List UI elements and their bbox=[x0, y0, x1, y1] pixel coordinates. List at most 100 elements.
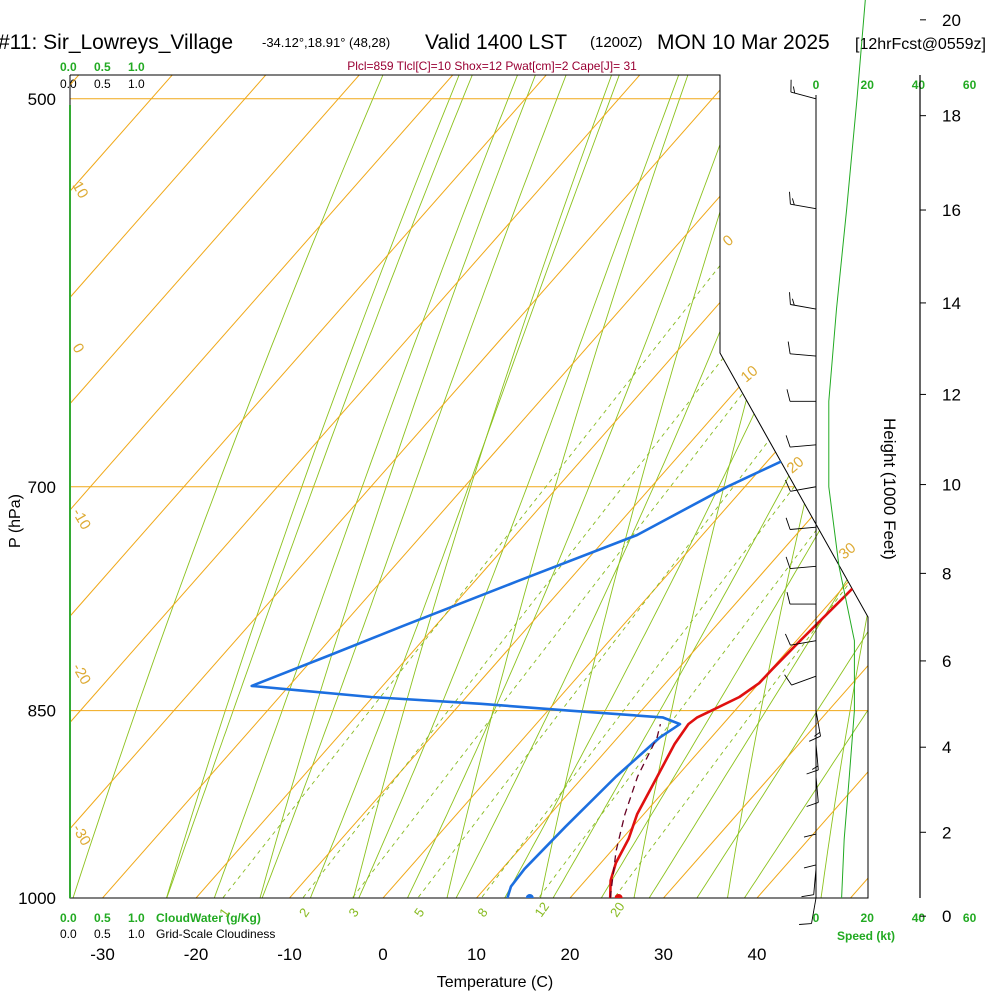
cloudwater-scale-1: 0.5 bbox=[94, 911, 111, 925]
temperature-tick-label: 10 bbox=[467, 945, 486, 964]
isotherm bbox=[70, 75, 868, 898]
isotherm-label: -10 bbox=[69, 506, 95, 533]
dry-adiabat bbox=[149, 75, 832, 898]
pressure-axis-label: P (hPa) bbox=[7, 494, 24, 548]
station-title: #11: Sir_Lowreys_Village bbox=[0, 31, 233, 54]
height-tick-label: 12 bbox=[942, 385, 961, 404]
cloudiness-label: Grid-Scale Cloudiness bbox=[156, 927, 275, 941]
temperature-tick-label: 20 bbox=[561, 945, 580, 964]
dry-adiabat bbox=[244, 75, 868, 898]
mixing-ratio-label: 20 bbox=[607, 899, 628, 919]
surface-temperature-marker bbox=[614, 894, 623, 898]
forecast-run: [12hrFcst@0559z] bbox=[855, 36, 986, 53]
moist-adiabat bbox=[333, 75, 868, 898]
pressure-tick-label: 1000 bbox=[18, 889, 56, 908]
wind-barb bbox=[799, 897, 817, 925]
cloudiness-scale-top-1: 0.5 bbox=[94, 77, 111, 91]
wind-barb bbox=[803, 838, 817, 869]
cloudiness-scale-top-0: 0.0 bbox=[60, 77, 77, 91]
wind-barb bbox=[785, 517, 817, 530]
wind-barb bbox=[784, 479, 817, 492]
isotherm bbox=[70, 75, 868, 898]
moist-adiabat bbox=[613, 75, 868, 898]
height-tick-label: 20 bbox=[942, 11, 961, 30]
cloudiness-scale-1: 0.5 bbox=[94, 927, 111, 941]
stability-params: Plcl=859 Tlcl[C]=10 Shox=12 Pwat[cm]=2 C… bbox=[347, 59, 637, 73]
temperature-tick-label: -20 bbox=[184, 945, 209, 964]
temperature-tick-label: -10 bbox=[277, 945, 302, 964]
height-tick-label: 8 bbox=[942, 564, 951, 583]
wind-barb bbox=[789, 191, 817, 210]
height-tick-label: 6 bbox=[942, 652, 951, 671]
cloudiness-scale-top-2: 1.0 bbox=[128, 77, 145, 91]
wind-barb bbox=[801, 868, 817, 898]
speed-tick-bottom: 40 bbox=[912, 911, 926, 925]
temperature-tick-label: 40 bbox=[748, 945, 767, 964]
wind-barb bbox=[790, 79, 817, 100]
isotherm bbox=[70, 75, 803, 898]
utc-time: (1200Z) bbox=[590, 34, 643, 51]
isotherm bbox=[146, 75, 868, 898]
dry-adiabat bbox=[70, 75, 770, 898]
temperature-line bbox=[608, 75, 868, 898]
wind-barb bbox=[809, 710, 821, 742]
mixing-ratio-label: 3 bbox=[345, 905, 361, 920]
temperature-tick-label: 30 bbox=[654, 945, 673, 964]
isotherm bbox=[333, 75, 868, 898]
mixing-ratio-line bbox=[178, 75, 868, 898]
isotherm bbox=[70, 75, 868, 898]
speed-tick-top: 20 bbox=[861, 78, 875, 92]
mixing-ratio-label: 8 bbox=[474, 905, 490, 920]
surface-dewpoint-marker bbox=[525, 894, 534, 898]
station-coords: -34.12°,18.91° (48,28) bbox=[262, 35, 390, 50]
cloudwater-scale-top-1: 0.5 bbox=[94, 60, 111, 74]
moist-adiabat bbox=[426, 75, 868, 898]
isotherm bbox=[70, 75, 616, 898]
speed-tick-top: 40 bbox=[912, 78, 926, 92]
pressure-tick-label: 500 bbox=[28, 90, 56, 109]
isotherm bbox=[70, 75, 868, 898]
height-tick-label: 4 bbox=[942, 738, 951, 757]
cloudwater-scale-top-2: 1.0 bbox=[128, 60, 145, 74]
moist-adiabat bbox=[192, 75, 868, 898]
moist-adiabat bbox=[520, 75, 868, 898]
pressure-axis-ticks: 2503004005007008501000 bbox=[18, 90, 56, 908]
isotherm-label: -20 bbox=[69, 661, 95, 688]
isotherm bbox=[520, 75, 868, 898]
sounding-profiles bbox=[250, 75, 868, 898]
pressure-tick-label: 850 bbox=[28, 702, 56, 721]
cloudiness-scale-2: 1.0 bbox=[128, 927, 145, 941]
wind-barb bbox=[785, 435, 817, 448]
isotherm bbox=[70, 75, 868, 898]
dry-adiabat bbox=[813, 75, 868, 898]
height-tick-label: 16 bbox=[942, 201, 961, 220]
height-axis-label: Height (1000 Feet) bbox=[880, 418, 899, 560]
wind-speed-line bbox=[828, 0, 866, 899]
mixing-ratio-label: 2 bbox=[296, 905, 312, 920]
wind-speed-profile bbox=[828, 0, 866, 899]
isotherm bbox=[239, 75, 868, 898]
wind-barb bbox=[784, 633, 817, 646]
moist-adiabat bbox=[379, 75, 868, 898]
isotherm-label: 10 bbox=[738, 362, 762, 386]
temperature-tick-label: 0 bbox=[378, 945, 387, 964]
wind-barb bbox=[785, 556, 817, 570]
cloudwater-scale-0: 0.0 bbox=[60, 911, 77, 925]
wind-barb bbox=[806, 743, 819, 775]
speed-tick-top: 0 bbox=[813, 78, 820, 92]
valid-date: MON 10 Mar 2025 bbox=[657, 31, 830, 54]
wind-barb bbox=[803, 808, 817, 838]
height-tick-label: 2 bbox=[942, 823, 951, 842]
speed-tick-bottom: 60 bbox=[963, 911, 977, 925]
isotherm bbox=[70, 75, 868, 898]
moist-adiabat bbox=[660, 75, 868, 898]
dry-adiabat bbox=[339, 75, 868, 898]
valid-time: Valid 1400 LST bbox=[425, 31, 567, 54]
speed-axis-label: Speed (kt) bbox=[837, 929, 895, 943]
cloudwater-scale-2: 1.0 bbox=[128, 911, 145, 925]
height-tick-label: 18 bbox=[942, 107, 961, 126]
isotherm bbox=[800, 75, 868, 898]
moist-adiabat bbox=[707, 75, 868, 898]
